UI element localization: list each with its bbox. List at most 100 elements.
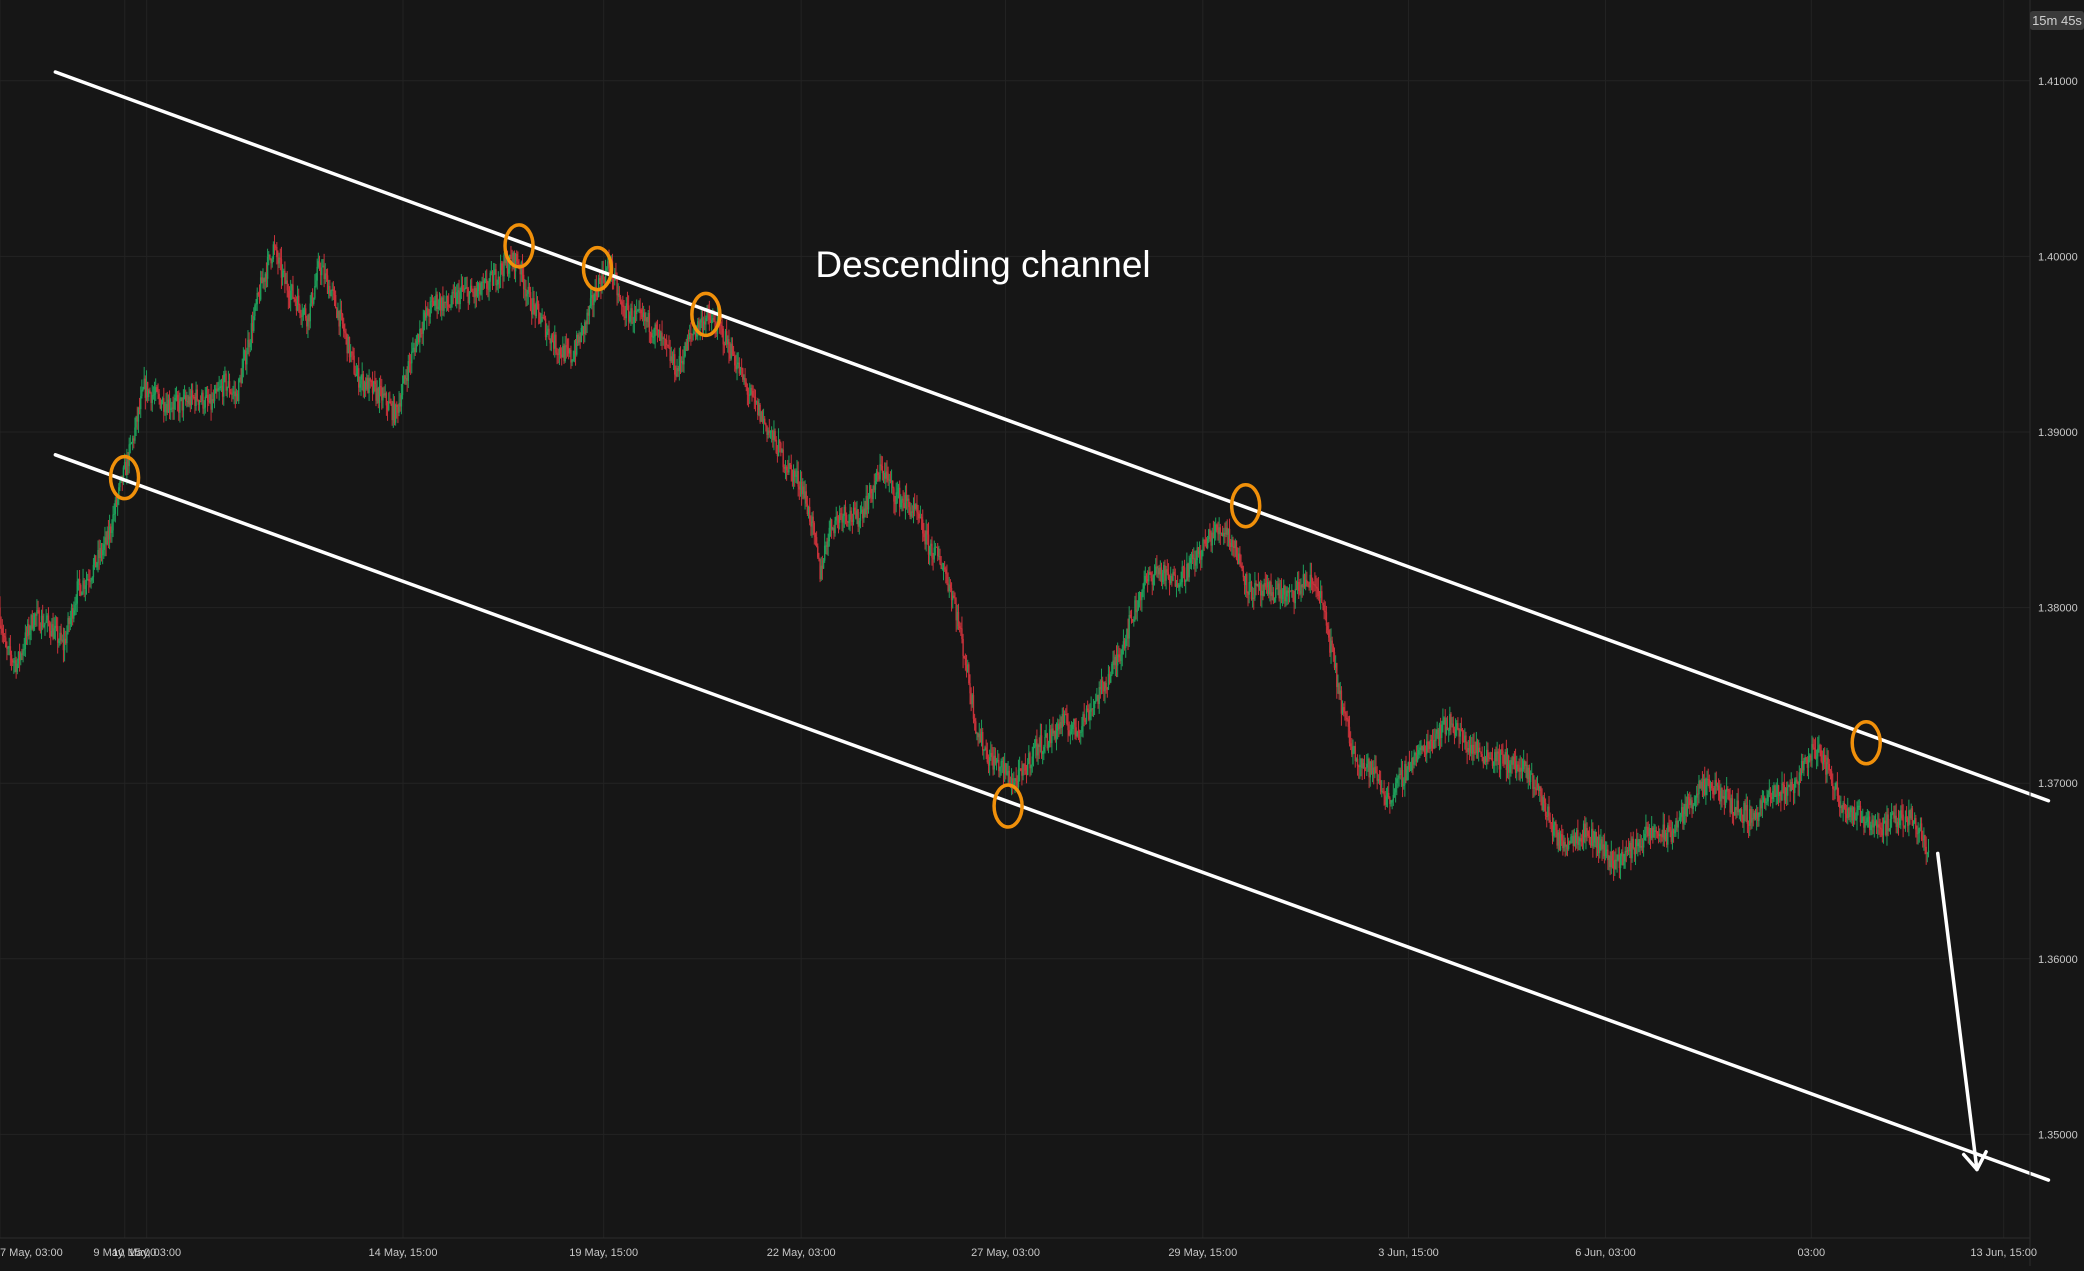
candle-body bbox=[1302, 574, 1305, 588]
candle-body bbox=[953, 595, 955, 598]
candle-body bbox=[901, 498, 903, 500]
candle-body bbox=[557, 353, 559, 355]
candle-body bbox=[1046, 733, 1048, 749]
candle-body bbox=[69, 617, 72, 624]
candle-body bbox=[424, 312, 427, 318]
candle-body bbox=[469, 285, 472, 292]
candle-body bbox=[980, 731, 983, 743]
candle-body bbox=[164, 411, 166, 413]
candle-body bbox=[1593, 842, 1595, 847]
candle-body bbox=[1141, 592, 1143, 601]
candle-body bbox=[968, 664, 970, 684]
candle-body bbox=[309, 303, 311, 322]
candle-body bbox=[586, 312, 588, 325]
candle-body bbox=[1148, 571, 1150, 582]
candle-body bbox=[655, 324, 657, 330]
candle-body bbox=[686, 337, 689, 351]
candle-body bbox=[459, 291, 461, 305]
candle-body bbox=[1438, 724, 1441, 740]
candle-body bbox=[479, 283, 481, 295]
candle-body bbox=[634, 310, 637, 314]
candle-body bbox=[1911, 808, 1914, 826]
candle-body bbox=[1307, 582, 1309, 587]
candle-body bbox=[1486, 749, 1488, 762]
candle-body bbox=[1348, 726, 1351, 744]
candle-body bbox=[414, 347, 416, 353]
candle-body bbox=[1510, 760, 1512, 765]
candle-body bbox=[1909, 810, 1911, 819]
candle-body bbox=[304, 308, 307, 319]
candle-body bbox=[1694, 797, 1697, 803]
candle-body bbox=[210, 394, 212, 410]
candle-body bbox=[1761, 801, 1764, 809]
candle-body bbox=[728, 339, 730, 354]
candle-body bbox=[1421, 745, 1423, 751]
candle-body bbox=[316, 266, 318, 281]
candle-body bbox=[1281, 594, 1284, 600]
candle-body bbox=[747, 394, 750, 396]
y-axis[interactable]: 1.410001.400001.390001.380001.370001.360… bbox=[2029, 0, 2078, 1266]
candle-body bbox=[978, 733, 980, 738]
candle-body bbox=[890, 480, 893, 482]
candle-body bbox=[799, 481, 802, 490]
candle-body bbox=[812, 516, 814, 524]
candle-body bbox=[1908, 810, 1910, 826]
candle-body bbox=[729, 353, 731, 359]
candle-body bbox=[821, 565, 824, 569]
candle-body bbox=[1340, 690, 1343, 714]
candle-body bbox=[1234, 540, 1237, 548]
candle-body bbox=[1190, 554, 1193, 558]
candle-body bbox=[483, 279, 486, 283]
candle-body bbox=[1499, 749, 1502, 770]
candle-body bbox=[445, 296, 448, 303]
candle-body bbox=[1249, 581, 1251, 583]
candle-body bbox=[671, 356, 674, 364]
candle-body bbox=[1277, 583, 1279, 589]
candle-body bbox=[1825, 762, 1827, 775]
candle-body bbox=[8, 646, 10, 648]
candle-body bbox=[281, 271, 284, 278]
candle-body bbox=[1432, 740, 1435, 748]
candle-body bbox=[1919, 823, 1922, 829]
candle-body bbox=[486, 279, 488, 289]
candle-body bbox=[1759, 800, 1761, 816]
candle-body bbox=[531, 310, 533, 315]
candle-body bbox=[1836, 782, 1839, 796]
candle-body bbox=[1088, 710, 1090, 720]
candle-body bbox=[1491, 758, 1494, 766]
candle-body bbox=[1229, 542, 1232, 547]
candle-body bbox=[123, 462, 126, 468]
candle-body bbox=[708, 312, 711, 320]
candle-body bbox=[1002, 761, 1005, 774]
candle-body bbox=[1118, 654, 1120, 658]
candle-body bbox=[1625, 851, 1628, 853]
candle-body bbox=[101, 549, 104, 556]
candle-body bbox=[1393, 792, 1396, 795]
candle-body bbox=[566, 346, 569, 349]
candle-body bbox=[674, 354, 676, 375]
candle-body bbox=[555, 334, 557, 353]
candle-body bbox=[1329, 637, 1331, 653]
candle-body bbox=[283, 270, 285, 272]
candle-body bbox=[5, 637, 7, 648]
candle-body bbox=[1045, 733, 1047, 738]
candle-body bbox=[1865, 821, 1867, 823]
candle-body bbox=[958, 626, 961, 628]
candle-body bbox=[727, 339, 729, 345]
candle-body bbox=[14, 660, 16, 662]
candle-body bbox=[1494, 752, 1496, 762]
candle-body bbox=[1368, 758, 1370, 778]
candle-body bbox=[1736, 800, 1738, 810]
candle-body bbox=[226, 387, 228, 391]
candle-body bbox=[1472, 744, 1474, 754]
candle-body bbox=[682, 361, 684, 365]
candle-body bbox=[1580, 838, 1583, 842]
candle-body bbox=[1883, 820, 1886, 824]
candle-body bbox=[730, 343, 732, 359]
candle-body bbox=[867, 497, 870, 510]
candle-body bbox=[1534, 787, 1536, 789]
candle-body bbox=[841, 513, 843, 523]
candle-body bbox=[1604, 849, 1607, 857]
